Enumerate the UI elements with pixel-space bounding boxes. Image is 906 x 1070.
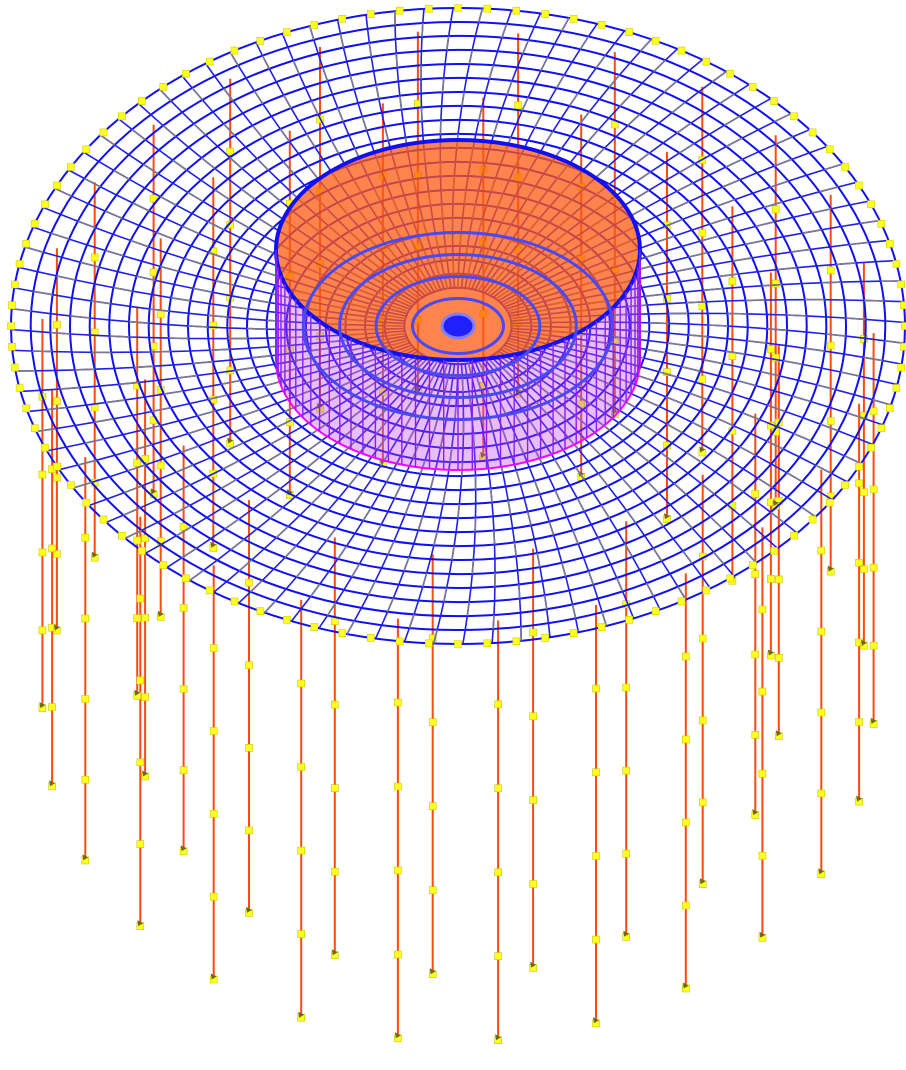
core-center xyxy=(440,312,476,340)
edge-nodes xyxy=(7,4,906,648)
nodes xyxy=(7,4,906,648)
core-rings xyxy=(301,231,615,421)
core-cylinder xyxy=(274,138,642,471)
